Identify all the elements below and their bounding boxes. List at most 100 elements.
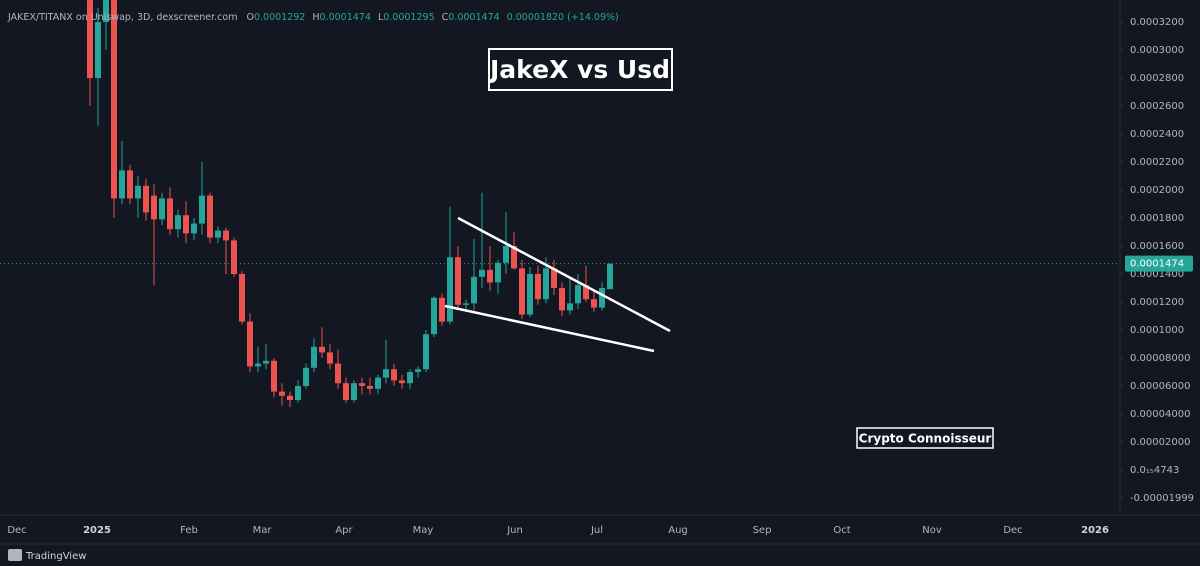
candle-body bbox=[335, 363, 341, 384]
brand[interactable]: TradingView bbox=[25, 551, 86, 562]
candle-body bbox=[247, 321, 253, 367]
title-box bbox=[488, 48, 673, 91]
candle-body bbox=[231, 240, 237, 274]
x-tick-label: 2026 bbox=[1081, 525, 1109, 536]
candle-body bbox=[439, 297, 445, 322]
candle-body bbox=[599, 287, 605, 308]
candle-body bbox=[263, 360, 269, 364]
candle-body bbox=[535, 273, 541, 300]
y-tick-label: 0.0003000 bbox=[1130, 45, 1184, 56]
candle-body bbox=[95, 21, 101, 78]
candle-body bbox=[271, 360, 277, 392]
trendline-upper bbox=[457, 216, 671, 333]
candle-body bbox=[455, 257, 461, 305]
candle-body bbox=[527, 273, 533, 315]
candle-body bbox=[159, 198, 165, 220]
chart-title: JakeX vs Usd bbox=[488, 55, 670, 84]
candle-body bbox=[463, 303, 469, 305]
candle-body bbox=[327, 352, 333, 364]
candle-body bbox=[183, 215, 189, 234]
annotation-box bbox=[856, 427, 994, 449]
header-change: 0.00001820 (+14.09%) bbox=[507, 12, 619, 23]
candle-body bbox=[367, 385, 373, 389]
candle-body bbox=[543, 268, 549, 300]
candle-body bbox=[191, 223, 197, 234]
candle-body bbox=[151, 195, 157, 220]
candle-body bbox=[479, 269, 485, 277]
y-tick-label: 0.0001000 bbox=[1130, 325, 1184, 336]
candle-body bbox=[375, 377, 381, 389]
candle-body bbox=[103, 0, 109, 22]
candle-body bbox=[383, 369, 389, 378]
header-close: 0.0001474 bbox=[448, 12, 499, 23]
x-tick-label: Aug bbox=[668, 525, 688, 536]
candle-body bbox=[495, 262, 501, 283]
candle-body bbox=[471, 276, 477, 304]
last-price-label: 0.0001474 bbox=[1130, 259, 1184, 270]
candle-body bbox=[519, 268, 525, 315]
candle-body bbox=[511, 245, 517, 269]
candle-body bbox=[279, 391, 285, 396]
candle-body bbox=[287, 395, 293, 400]
candle-body bbox=[207, 195, 213, 238]
candle-body bbox=[567, 303, 573, 311]
header-symbol: JAKEX/TITANX on Uniswap, 3D, dexscreener… bbox=[7, 12, 237, 23]
last-price-tag bbox=[1125, 255, 1193, 272]
candle-body bbox=[591, 299, 597, 308]
header-high: 0.0001474 bbox=[320, 12, 371, 23]
candle-body bbox=[351, 383, 357, 400]
candle-body bbox=[399, 380, 405, 384]
candle-body bbox=[87, 0, 93, 78]
candle-body bbox=[415, 369, 421, 372]
candle-body bbox=[175, 215, 181, 230]
x-tick-label: Nov bbox=[922, 525, 942, 536]
candle-body bbox=[447, 257, 453, 322]
y-tick-label: 0.0001800 bbox=[1130, 213, 1184, 224]
candle-body bbox=[255, 363, 261, 367]
candle-body bbox=[503, 245, 509, 263]
y-tick-label: 0.0002400 bbox=[1130, 129, 1184, 140]
candle-body bbox=[119, 170, 125, 199]
plot-area bbox=[0, 0, 1120, 407]
candle-body bbox=[343, 383, 349, 400]
y-tick-label: 0.0₁₅4743 bbox=[1130, 465, 1179, 476]
candle-body bbox=[303, 367, 309, 386]
candle-body bbox=[607, 263, 613, 290]
candle-body bbox=[359, 383, 365, 386]
candle-body bbox=[487, 269, 493, 283]
x-tick-label: Jun bbox=[506, 525, 523, 536]
x-tick-label: Oct bbox=[833, 525, 850, 536]
candle-body bbox=[575, 285, 581, 304]
candle-body bbox=[319, 346, 325, 353]
y-tick-label: 0.0002600 bbox=[1130, 101, 1184, 112]
header: JAKEX/TITANX on Uniswap, 3D, dexscreener… bbox=[7, 12, 619, 23]
y-tick-label: 0.0002800 bbox=[1130, 73, 1184, 84]
x-tick-label: Feb bbox=[180, 525, 198, 536]
x-tick-label: 2025 bbox=[83, 525, 111, 536]
x-tick-label: Sep bbox=[753, 525, 772, 536]
x-tick-label: Dec bbox=[1003, 525, 1022, 536]
y-tick-label: 0.0003200 bbox=[1130, 17, 1184, 28]
candle-body bbox=[111, 0, 117, 199]
candle-body bbox=[583, 285, 589, 300]
x-tick-label: Apr bbox=[335, 525, 353, 536]
candle-body bbox=[311, 346, 317, 368]
y-tick-label: 0.0001400 bbox=[1130, 269, 1184, 280]
y-tick-label: 0.00006000 bbox=[1130, 381, 1190, 392]
candle-body bbox=[143, 185, 149, 213]
y-tick-label: 0.00008000 bbox=[1130, 353, 1190, 364]
y-tick-label: -0.00001999 bbox=[1130, 493, 1194, 504]
x-tick-label: May bbox=[413, 525, 434, 536]
candle-body bbox=[199, 195, 205, 224]
annotation: Crypto Connoisseur bbox=[859, 432, 992, 446]
candle-body bbox=[295, 385, 301, 400]
brand-logo bbox=[8, 549, 22, 561]
candle-body bbox=[431, 297, 437, 335]
x-tick-label: Jul bbox=[590, 525, 603, 536]
candle-body bbox=[239, 273, 245, 322]
y-tick-label: 0.0002200 bbox=[1130, 157, 1184, 168]
y-tick-label: 0.0001600 bbox=[1130, 241, 1184, 252]
candle-body bbox=[423, 334, 429, 370]
y-tick-label: 0.00002000 bbox=[1130, 437, 1190, 448]
